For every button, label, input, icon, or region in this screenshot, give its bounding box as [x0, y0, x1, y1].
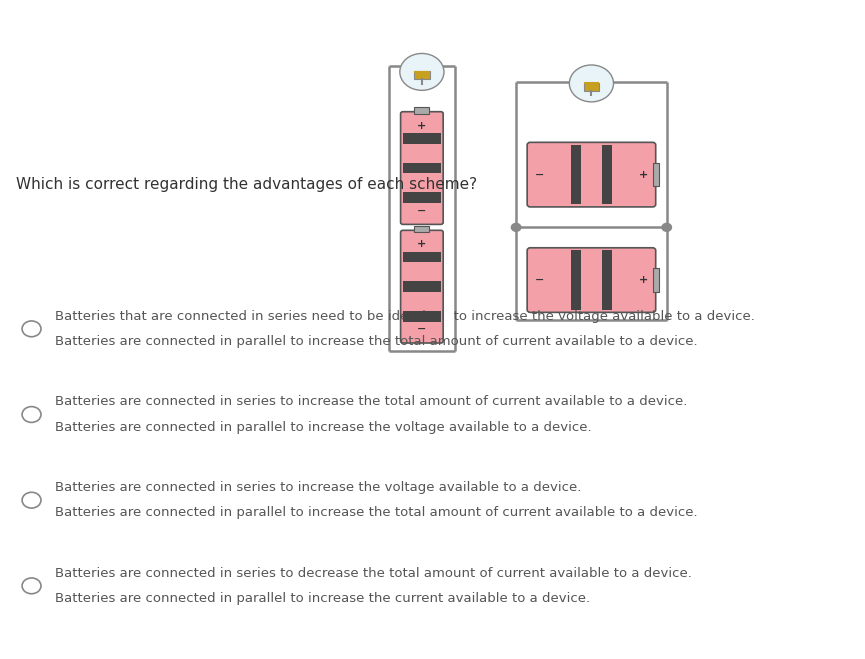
Bar	[403, 192, 441, 203]
Text: Batteries are connected in parallel to increase the total amount of current avai: Batteries are connected in parallel to i…	[55, 506, 698, 519]
Text: +: +	[417, 121, 426, 130]
Circle shape	[22, 407, 41, 422]
Circle shape	[511, 223, 521, 231]
Bar	[414, 71, 430, 79]
Bar	[403, 133, 441, 144]
Bar	[414, 107, 429, 113]
Bar	[571, 250, 580, 310]
Text: −: −	[417, 324, 426, 334]
Circle shape	[22, 321, 41, 337]
Text: Batteries are connected in parallel to increase the current available to a devic: Batteries are connected in parallel to i…	[55, 592, 590, 605]
Circle shape	[22, 578, 41, 594]
Bar	[403, 281, 441, 292]
Text: Batteries are connected in series to increase the total amount of current availa: Batteries are connected in series to inc…	[55, 395, 688, 409]
FancyBboxPatch shape	[527, 248, 656, 312]
Text: +: +	[417, 239, 426, 249]
Bar	[602, 250, 612, 310]
Text: −: −	[535, 169, 544, 180]
Bar	[403, 311, 441, 322]
Text: Batteries that are connected in series need to be identical  to increase the vol: Batteries that are connected in series n…	[55, 310, 755, 323]
Circle shape	[22, 492, 41, 508]
Text: +: +	[638, 275, 648, 285]
Text: −: −	[535, 275, 544, 285]
Bar	[414, 226, 429, 233]
Circle shape	[400, 53, 444, 90]
FancyBboxPatch shape	[527, 142, 656, 207]
Circle shape	[569, 65, 613, 102]
Text: +: +	[638, 169, 648, 180]
Text: Batteries are connected in series to decrease the total amount of current availa: Batteries are connected in series to dec…	[55, 567, 692, 580]
Text: Batteries are connected in parallel to increase the voltage available to a devic: Batteries are connected in parallel to i…	[55, 420, 592, 434]
Bar	[403, 252, 441, 262]
Text: Batteries are connected in series to increase the voltage available to a device.: Batteries are connected in series to inc…	[55, 481, 581, 494]
Bar	[584, 82, 599, 91]
Bar	[652, 268, 658, 292]
Bar	[602, 145, 612, 204]
Text: −: −	[417, 206, 426, 215]
Bar	[403, 163, 441, 173]
FancyBboxPatch shape	[400, 111, 443, 224]
Text: Batteries are connected in parallel to increase the total amount of current avai: Batteries are connected in parallel to i…	[55, 335, 698, 348]
Circle shape	[662, 223, 671, 231]
Bar	[571, 145, 580, 204]
Text: Which is correct regarding the advantages of each scheme?: Which is correct regarding the advantage…	[16, 177, 477, 192]
Bar	[652, 163, 658, 186]
FancyBboxPatch shape	[400, 231, 443, 343]
